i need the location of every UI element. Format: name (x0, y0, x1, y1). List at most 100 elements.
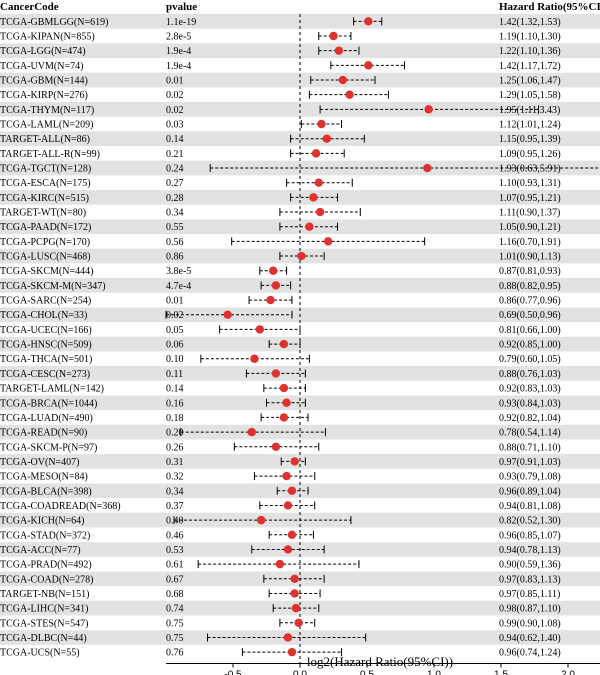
row-band (0, 102, 600, 117)
point-estimate (345, 90, 354, 99)
cancer-code-label: TCGA-THCA(N=501) (0, 354, 92, 365)
cancer-code-label: TCGA-KIRP(N=276) (0, 90, 88, 101)
cancer-code-label: TCGA-READ(N=90) (0, 428, 87, 439)
cancer-code-label: TCGA-LUAD(N=490) (0, 413, 93, 424)
hazard-ratio-label: 1.07(0.95,1.21) (499, 193, 561, 204)
hazard-ratio-label: 1.11(0.90,1.37) (499, 208, 560, 219)
hazard-ratio-label: 0.87(0.81,0.93) (499, 266, 561, 277)
cancer-code-label: TCGA-LIHC(N=341) (0, 604, 88, 615)
hazard-ratio-label: 0.93(0.84,1.03) (499, 398, 561, 409)
pvalue-label: 0.03 (166, 120, 184, 131)
point-estimate (283, 633, 293, 642)
pvalue-label: 0.18 (166, 413, 184, 424)
row-band (0, 160, 600, 176)
row-band (0, 366, 600, 381)
cancer-code-label: TCGA-SKCM(N=444) (0, 266, 93, 277)
point-estimate (282, 398, 291, 407)
cancer-code-label: TARGET-LAML(N=142) (0, 384, 104, 395)
point-estimate (291, 603, 301, 613)
hazard-ratio-label: 0.88(0.76,1.03) (499, 369, 561, 380)
point-estimate (287, 647, 297, 657)
point-estimate (250, 354, 259, 363)
pvalue-label: 0.01 (166, 296, 184, 307)
cancer-code-label: TCGA-ACC(N=77) (0, 545, 81, 556)
cancer-code-label: TCGA-GBM(N=144) (0, 76, 88, 87)
hazard-ratio-label: 0.92(0.82,1.04) (499, 413, 561, 424)
hazard-ratio-label: 0.92(0.83,1.03) (499, 384, 561, 395)
hazard-ratio-label: 0.96(0.89,1.04) (499, 486, 561, 497)
hazard-ratio-label: 0.96(0.74,1.24) (499, 648, 561, 659)
cancer-code-label: TARGET-NB(N=151) (0, 589, 89, 600)
pvalue-label: 0.02 (166, 310, 184, 321)
pvalue-label: 0.16 (166, 398, 184, 409)
cancer-code-label: TCGA-STES(N=547) (0, 618, 88, 629)
pvalue-label: 0.14 (166, 134, 184, 145)
pvalue-label: 0.68 (166, 589, 184, 600)
hazard-ratio-label: 0.94(0.78,1.13) (499, 545, 561, 556)
pvalue-label: 0.11 (166, 369, 183, 380)
cancer-code-label: TCGA-OV(N=407) (0, 457, 80, 468)
pvalue-label: 0.74 (166, 604, 184, 615)
cancer-code-label: TARGET-ALL(N=86) (0, 134, 90, 145)
hazard-ratio-label: 1.19(1.10,1.30) (499, 32, 561, 43)
row-band (0, 395, 600, 411)
point-estimate (294, 618, 303, 628)
cancer-code-label: TCGA-GBMLGG(N=619) (0, 17, 108, 28)
pvalue-label: 0.75 (166, 633, 184, 644)
point-estimate (287, 530, 297, 539)
cancer-code-label: TCGA-KIPAN(N=855) (0, 32, 95, 43)
hazard-ratio-label: 0.97(0.85,1.11) (499, 589, 560, 600)
hazard-ratio-label: 1.42(1.17,1.72) (499, 61, 561, 72)
hazard-ratio-label: 0.92(0.85,1.00) (499, 340, 561, 351)
pvalue-label: 1.9e-4 (166, 61, 191, 72)
hazard-ratio-label: 0.93(0.79,1.08) (499, 472, 561, 483)
pvalue-label: 0.32 (166, 472, 184, 483)
pvalue-label: 0.05 (166, 325, 184, 336)
hazard-ratio-label: 1.22(1.10,1.36) (499, 46, 561, 57)
cancer-code-label: TCGA-UCEC(N=166) (0, 325, 92, 336)
pvalue-label: 0.46 (166, 530, 184, 541)
point-estimate (322, 134, 331, 143)
forest-rows: TCGA-GBMLGG(N=619) 1.1e-19 1.42(1.32,1.53)… (0, 17, 600, 659)
cancer-code-label: TCGA-BRCA(N=1044) (0, 398, 97, 409)
pvalue-label: 0.61 (166, 560, 184, 571)
pvalue-label: 0.34 (166, 208, 184, 219)
x-tick-label: 2.0 (561, 669, 575, 675)
cancer-code-label: TCGA-CHOL(N=33) (0, 310, 87, 321)
pvalue-label: 0.67 (166, 574, 184, 585)
pvalue-label: 0.06 (166, 340, 184, 351)
cancer-code-label: TCGA-BLCA(N=398) (0, 486, 92, 497)
point-estimate (315, 207, 325, 217)
hazard-ratio-label: 1.29(1.05,1.58) (499, 90, 561, 101)
pvalue-label: 1.1e-19 (166, 17, 196, 28)
cancer-code-label: TCGA-TGCT(N=128) (0, 164, 91, 175)
cancer-code-label: TCGA-SARC(N=254) (0, 296, 91, 307)
point-estimate (423, 163, 432, 173)
cancer-code-label: TCGA-KICH(N=64) (0, 516, 85, 527)
cancer-code-label: TCGA-ESCA(N=175) (0, 178, 91, 189)
point-estimate (271, 369, 281, 378)
hazard-ratio-label: 1.93(0.63,5.91) (499, 164, 561, 175)
point-estimate (275, 559, 285, 569)
point-estimate (283, 501, 293, 510)
pvalue-label: 0.02 (166, 105, 184, 116)
hazard-ratio-label: 0.82(0.52,1.30) (499, 516, 561, 527)
hazard-ratio-label: 0.94(0.62,1.40) (499, 633, 561, 644)
cancer-code-label: TCGA-LAML(N=209) (0, 120, 93, 131)
row-band (0, 424, 600, 440)
pvalue-label: 0.31 (166, 457, 184, 468)
hazard-ratio-label: 0.99(0.90,1.08) (499, 618, 561, 629)
point-estimate (279, 383, 289, 393)
pvalue-label: 2.8e-5 (166, 32, 191, 43)
point-estimate (317, 119, 326, 129)
point-estimate (287, 486, 297, 495)
point-estimate (223, 310, 232, 319)
point-estimate (364, 61, 373, 70)
point-estimate (309, 193, 318, 202)
pvalue-label: 0.40 (166, 516, 184, 527)
x-axis: -0.50.00.51.01.52.02.5 (166, 662, 600, 675)
pvalue-label: 3.8e-5 (166, 266, 191, 277)
hazard-ratio-label: 0.98(0.87,1.10) (499, 604, 561, 615)
x-tick-label: 1.0 (427, 669, 441, 675)
